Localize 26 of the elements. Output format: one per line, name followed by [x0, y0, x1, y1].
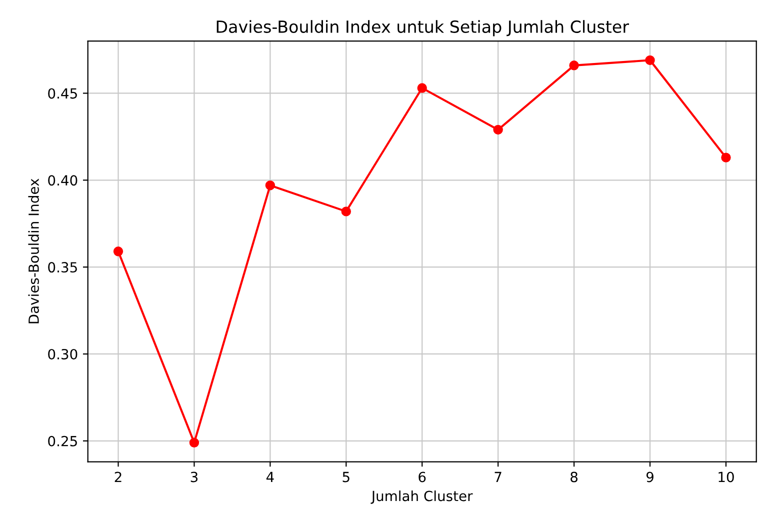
- y-tick-label: 0.40: [48, 175, 78, 186]
- point: [265, 180, 276, 190]
- x-tick-label: 2: [114, 472, 122, 482]
- point: [341, 206, 352, 216]
- chart-title: Davies-Bouldin Index untuk Setiap Jumlah Cluster: [216, 20, 630, 36]
- x-tick-label: 9: [646, 472, 654, 482]
- y-tick-label: 0.45: [48, 88, 77, 99]
- x-tick-label: 7: [494, 472, 502, 482]
- y-tick-label: 0.30: [48, 348, 78, 360]
- point: [569, 60, 579, 70]
- x-tick-label: 6: [418, 472, 426, 482]
- x-axis-title: Jumlah Cluster: [370, 490, 473, 504]
- point: [721, 152, 731, 162]
- point: [189, 438, 200, 448]
- x-tick-label: 8: [570, 472, 578, 482]
- x-tick-label: 5: [342, 472, 350, 482]
- y-tick-label: 0.25: [48, 436, 77, 446]
- point: [645, 55, 655, 66]
- x-tick-label: 4: [266, 472, 274, 482]
- point: [113, 246, 124, 256]
- y-tick-label: 0.35: [48, 262, 77, 273]
- y-axis-title: Davies-Bouldin Index: [28, 178, 39, 324]
- x-tick-label: 3: [190, 472, 198, 482]
- point: [417, 83, 427, 93]
- point: [493, 124, 503, 135]
- x-tick-label: 10: [718, 472, 734, 482]
